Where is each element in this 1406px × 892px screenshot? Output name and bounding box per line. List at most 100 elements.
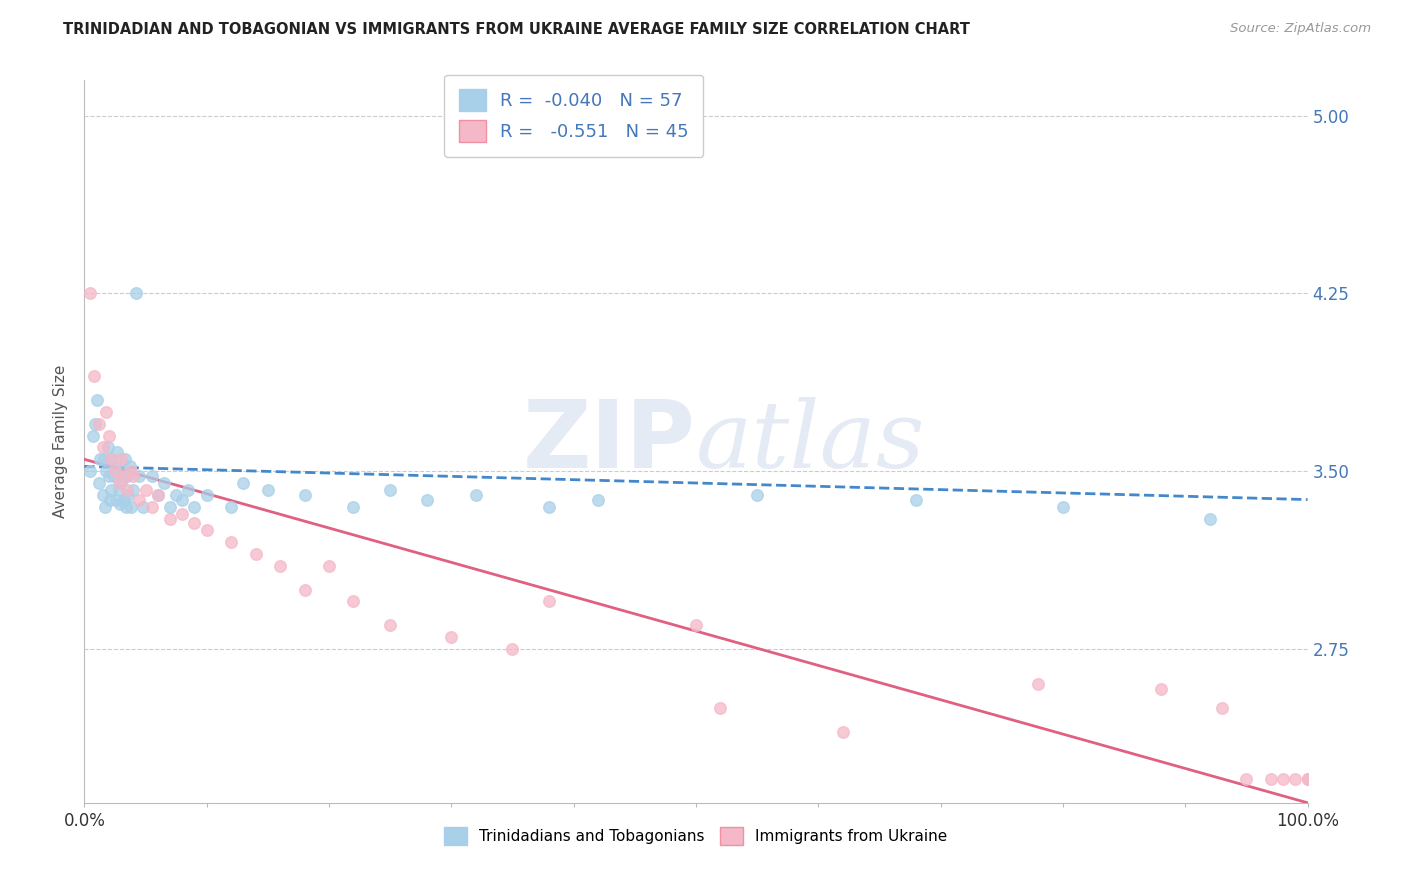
- Point: [502, 641, 524, 656]
- Point: [177, 483, 200, 497]
- Point: [440, 630, 463, 644]
- Point: [538, 500, 561, 514]
- Point: [115, 469, 138, 483]
- Point: [112, 492, 135, 507]
- Point: [245, 547, 267, 561]
- Point: [97, 428, 120, 442]
- Point: [294, 582, 316, 597]
- Point: [110, 475, 132, 490]
- Point: [342, 594, 364, 608]
- Point: [104, 459, 127, 474]
- Point: [108, 497, 131, 511]
- Point: [538, 594, 561, 608]
- Point: [183, 500, 205, 514]
- Point: [1296, 772, 1319, 786]
- Y-axis label: Average Family Size: Average Family Size: [53, 365, 69, 518]
- Point: [91, 488, 114, 502]
- Point: [94, 500, 117, 514]
- Point: [114, 452, 136, 467]
- Point: [105, 492, 128, 507]
- Point: [122, 483, 145, 497]
- Point: [115, 500, 138, 514]
- Point: [1052, 500, 1074, 514]
- Point: [112, 469, 135, 483]
- Point: [96, 464, 118, 478]
- Point: [111, 464, 134, 478]
- Point: [87, 475, 110, 490]
- Point: [117, 488, 139, 502]
- Point: [1028, 677, 1050, 691]
- Point: [219, 500, 242, 514]
- Point: [107, 475, 129, 490]
- Point: [141, 500, 163, 514]
- Point: [153, 475, 176, 490]
- Point: [83, 369, 105, 384]
- Point: [685, 618, 707, 632]
- Point: [141, 469, 163, 483]
- Point: [195, 488, 218, 502]
- Point: [747, 488, 769, 502]
- Point: [89, 452, 111, 467]
- Point: [103, 469, 125, 483]
- Point: [905, 492, 928, 507]
- Point: [84, 417, 107, 431]
- Point: [257, 483, 280, 497]
- Point: [91, 441, 114, 455]
- Text: Source: ZipAtlas.com: Source: ZipAtlas.com: [1230, 22, 1371, 36]
- Point: [1296, 772, 1319, 786]
- Point: [831, 724, 853, 739]
- Point: [104, 464, 127, 478]
- Point: [1150, 682, 1173, 697]
- Point: [122, 469, 145, 483]
- Point: [342, 500, 364, 514]
- Point: [1260, 772, 1282, 786]
- Point: [100, 483, 122, 497]
- Point: [1211, 701, 1233, 715]
- Point: [128, 492, 150, 507]
- Point: [1272, 772, 1295, 786]
- Text: TRINIDADIAN AND TOBAGONIAN VS IMMIGRANTS FROM UKRAINE AVERAGE FAMILY SIZE CORREL: TRINIDADIAN AND TOBAGONIAN VS IMMIGRANTS…: [63, 22, 970, 37]
- Point: [183, 516, 205, 531]
- Point: [159, 500, 181, 514]
- Point: [1296, 772, 1319, 786]
- Point: [232, 475, 254, 490]
- Point: [98, 492, 121, 507]
- Point: [135, 483, 157, 497]
- Point: [1236, 772, 1258, 786]
- Point: [380, 618, 402, 632]
- Point: [97, 441, 120, 455]
- Point: [172, 492, 194, 507]
- Point: [87, 417, 110, 431]
- Point: [269, 558, 291, 573]
- Point: [125, 286, 148, 301]
- Point: [82, 428, 104, 442]
- Point: [1284, 772, 1306, 786]
- Point: [318, 558, 340, 573]
- Point: [165, 488, 187, 502]
- Point: [172, 507, 194, 521]
- Point: [195, 524, 218, 538]
- Point: [1198, 511, 1220, 525]
- Text: atlas: atlas: [696, 397, 925, 486]
- Point: [146, 488, 169, 502]
- Point: [128, 469, 150, 483]
- Text: ZIP: ZIP: [523, 395, 696, 488]
- Point: [120, 464, 142, 478]
- Point: [132, 500, 155, 514]
- Point: [586, 492, 609, 507]
- Point: [79, 286, 101, 301]
- Point: [97, 469, 120, 483]
- Point: [120, 500, 142, 514]
- Point: [294, 488, 316, 502]
- Point: [105, 445, 128, 459]
- Point: [159, 511, 181, 525]
- Point: [100, 452, 122, 467]
- Point: [709, 701, 731, 715]
- Point: [86, 393, 108, 408]
- Point: [115, 483, 138, 497]
- Point: [93, 452, 115, 467]
- Point: [110, 452, 132, 467]
- Point: [146, 488, 169, 502]
- Point: [219, 535, 242, 549]
- Point: [416, 492, 439, 507]
